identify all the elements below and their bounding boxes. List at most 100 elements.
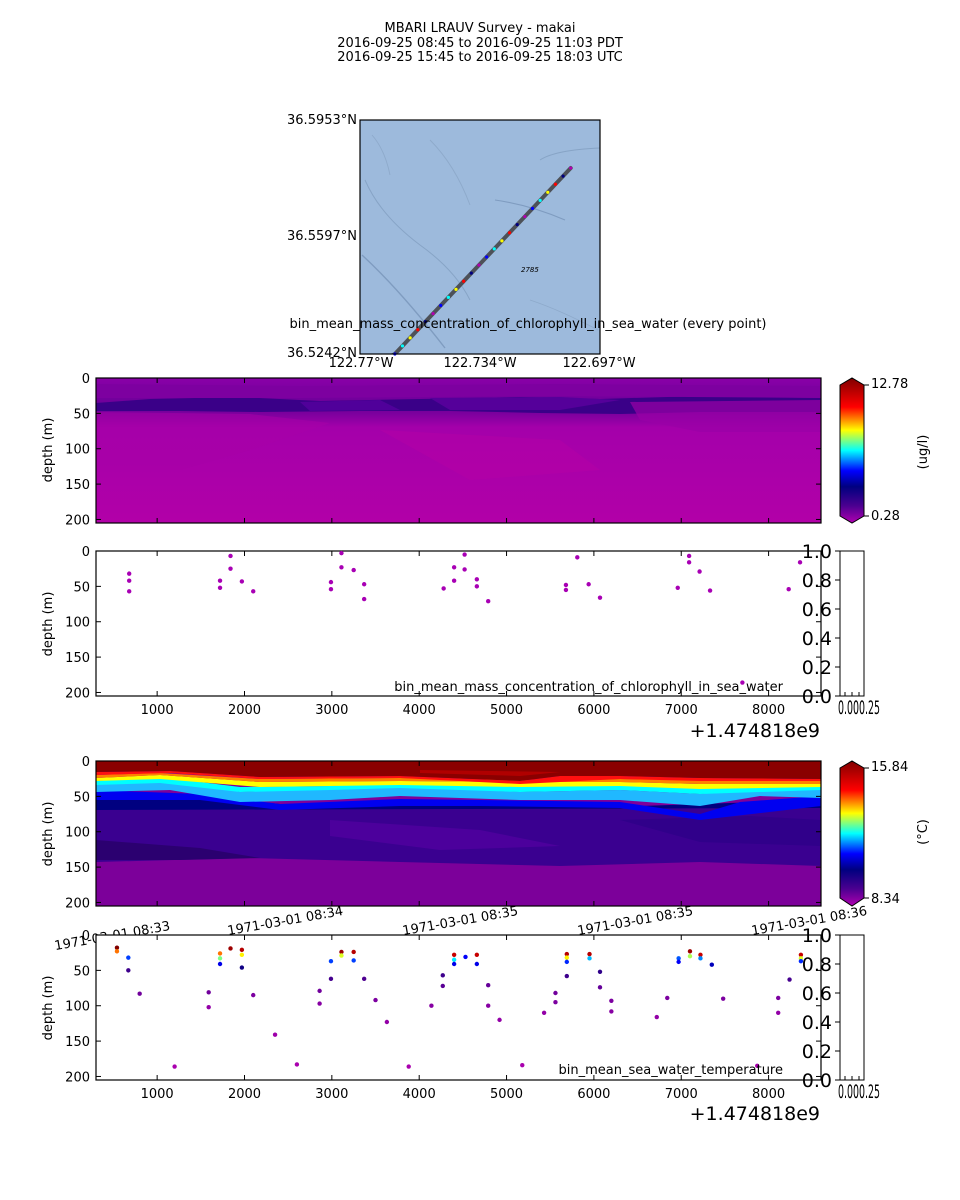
title-line-3: 2016-09-25 15:45 to 2016-09-25 18:03 UTC	[337, 50, 623, 65]
chl-point	[707, 588, 713, 593]
chl-point	[339, 550, 344, 556]
chl-point	[474, 577, 480, 582]
track-sample-dot	[492, 247, 496, 251]
temp-point	[126, 955, 131, 960]
track-sample-dot	[446, 295, 450, 300]
date-label-2: 1971-03-01 08:34	[226, 904, 344, 939]
title-line-1: MBARI LRAUV Survey - makai	[384, 21, 576, 36]
depth-tick-label: 50	[73, 790, 90, 805]
track-sample-dot	[431, 311, 435, 316]
temp-point	[520, 1062, 525, 1068]
depth-tick-label: 100	[65, 1000, 90, 1015]
time-tick-label: 2000	[228, 1087, 261, 1102]
track-sample-dot	[416, 328, 420, 332]
temp-point	[339, 953, 344, 958]
bathymetry-contours	[361, 134, 600, 349]
temp-point	[755, 1063, 760, 1069]
temp-point	[317, 1001, 322, 1006]
chl-points-label: bin_mean_mass_concentration_of_chlorophy…	[394, 680, 783, 695]
vehicle-track	[390, 166, 573, 354]
chl-point	[786, 586, 791, 592]
chl-point	[441, 586, 446, 591]
chl-point	[228, 566, 233, 571]
chl-point	[485, 599, 491, 604]
temp-point	[351, 949, 356, 955]
temp-point	[485, 983, 491, 988]
chl-point	[126, 578, 132, 583]
temp-point	[272, 1032, 278, 1037]
chl-point	[328, 586, 334, 592]
depth-tick-label: 50	[73, 580, 90, 595]
temp-point	[451, 961, 457, 967]
date-label-3: 1971-03-01 08:35	[401, 904, 519, 939]
track-sample-dot	[400, 344, 405, 348]
track-sample-dot	[500, 239, 504, 243]
time-tick-label: 5000	[490, 703, 523, 718]
temp-point	[328, 976, 334, 982]
time-tick-label: 4000	[403, 703, 436, 718]
temp-point	[665, 995, 670, 1001]
chl-points-panel: 0 50 100 150 200 1000 2000 3000 4000 5000 6000 700…	[41, 541, 880, 742]
temp-point	[451, 952, 457, 958]
time-tick-label: 6000	[577, 703, 610, 718]
lat-label-bottom: 36.5242°N	[287, 346, 357, 361]
temp-time-offset: +1.474818e9	[690, 1103, 820, 1125]
chl-point	[563, 587, 569, 593]
track-sample-dot	[530, 206, 535, 211]
temp-point-markers	[114, 945, 804, 1069]
track-sample-dot	[469, 271, 473, 275]
temp-point	[373, 997, 378, 1003]
temp-point	[597, 985, 603, 990]
depth-tick-label: 150	[65, 861, 90, 876]
empty-colorbar-tick-label: 0.0	[802, 1070, 832, 1092]
temp-point	[497, 1017, 502, 1023]
lat-label-top: 36.5953°N	[287, 113, 357, 128]
temp-point	[217, 961, 223, 967]
time-tick-label: 6000	[577, 1087, 610, 1102]
temp-point	[553, 999, 558, 1005]
track-sample-dot	[523, 214, 527, 219]
temp-point	[339, 949, 344, 955]
chl-section-ylabel: depth (m)	[41, 418, 56, 483]
time-tick-label: 2000	[228, 703, 261, 718]
chl-point	[228, 553, 233, 559]
track-sample-dot	[439, 303, 443, 308]
temp-point	[676, 956, 681, 961]
chl-point-markers	[126, 550, 803, 685]
depth-tick-label: 150	[65, 651, 90, 666]
chl-point	[339, 565, 344, 570]
chl-colorbar-min: 0.28	[871, 509, 900, 524]
chl-points-depth-ticks: 0 50 100 150 200	[65, 545, 821, 701]
chl-point	[126, 571, 132, 576]
chl-point	[462, 552, 467, 557]
chl-point	[686, 560, 692, 565]
depth-tick-label: 150	[65, 478, 90, 493]
figure-title: MBARI LRAUV Survey - makai 2016-09-25 08…	[0, 21, 960, 66]
temp-colorbar-min: 8.34	[871, 892, 900, 907]
temp-point	[206, 1004, 211, 1010]
empty-colorbar-tick-label: 0.6	[802, 599, 832, 621]
time-tick-label: 4000	[403, 1087, 436, 1102]
chl-time-offset: +1.474818e9	[690, 720, 820, 742]
chl-colorbar	[839, 377, 865, 524]
chl-point	[686, 553, 692, 559]
time-tick-label: 8000	[752, 703, 785, 718]
chl-point	[328, 579, 334, 585]
temp-point	[206, 990, 211, 995]
temp-point	[114, 949, 120, 954]
depth-tick-label: 0	[82, 929, 90, 944]
temp-point	[564, 951, 570, 957]
depth-tick-label: 200	[65, 686, 90, 701]
chl-point	[697, 569, 702, 574]
temp-point	[587, 951, 592, 957]
chl-point	[217, 578, 223, 583]
depth-tick-label: 200	[65, 513, 90, 528]
temp-points-time-ticks: 1000 2000 3000 4000 5000 6000 7000 8000	[141, 935, 785, 1102]
chl-section-label: bin_mean_mass_concentration_of_chlorophy…	[289, 317, 766, 332]
temp-point	[239, 947, 245, 953]
chl-point	[451, 565, 457, 570]
temp-point	[217, 956, 223, 961]
chl-point	[575, 555, 580, 560]
temp-point	[597, 969, 603, 974]
